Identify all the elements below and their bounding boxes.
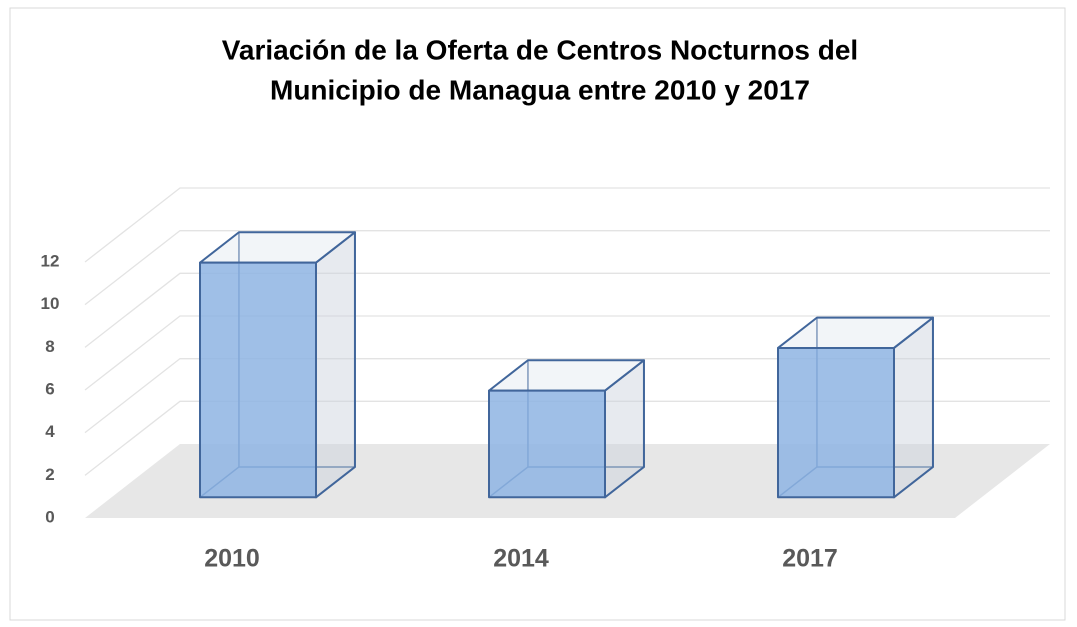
grid-line <box>84 272 1050 348</box>
y-tick-label: 2 <box>45 465 54 484</box>
y-tick-label: 10 <box>41 294 60 313</box>
y-tick-label: 8 <box>45 337 54 356</box>
y-tick-label: 0 <box>45 507 54 526</box>
chart-title: Municipio de Managua entre 2010 y 2017 <box>270 74 810 105</box>
y-tick-label: 6 <box>45 379 54 398</box>
bar <box>488 389 606 499</box>
x-tick-label: 2014 <box>493 545 549 573</box>
grid-line <box>84 187 1050 263</box>
grid-line <box>84 358 1050 434</box>
x-tick-label: 2010 <box>204 545 260 573</box>
bar <box>199 261 317 499</box>
x-tick-label: 2017 <box>782 545 838 573</box>
bar <box>777 346 895 499</box>
bar-side <box>315 231 356 499</box>
grid-line <box>84 400 1050 476</box>
chart-title: Variación de la Oferta de Centros Noctur… <box>222 34 858 65</box>
grid-line <box>84 230 1050 306</box>
y-tick-label: 12 <box>41 251 60 270</box>
y-tick-label: 4 <box>45 422 55 441</box>
grid-line <box>84 315 1050 391</box>
